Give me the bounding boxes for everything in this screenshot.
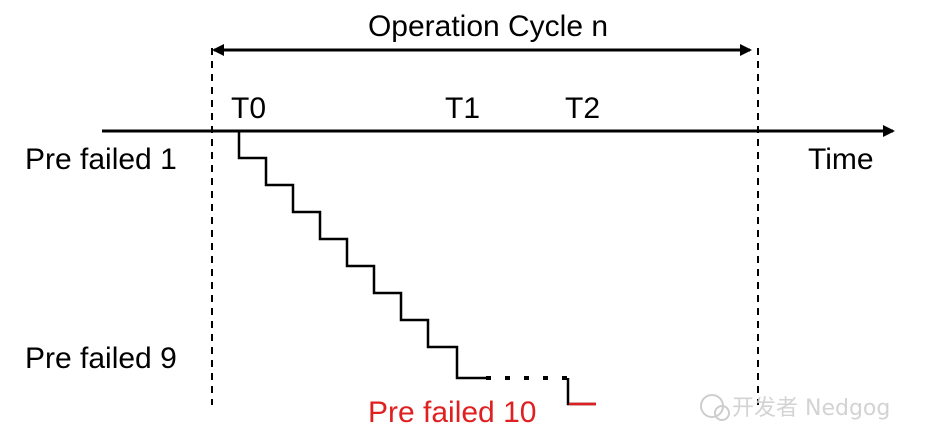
watermark: 开发者 Nedgog	[700, 394, 890, 421]
pre-failed-1-label: Pre failed 1	[25, 143, 177, 176]
time-label: Time	[808, 143, 874, 176]
marker-t2: T2	[565, 92, 600, 125]
cycle-label: Operation Cycle n	[368, 10, 608, 43]
wechat-bubble-small-icon	[714, 405, 730, 421]
pre-failed-10-label: Pre failed 10	[368, 396, 536, 429]
marker-t0: T0	[231, 92, 266, 125]
marker-t1: T1	[445, 92, 480, 125]
watermark-text: 开发者 Nedgog	[732, 396, 890, 421]
counter-staircase	[237, 131, 486, 380]
pre-failed-9-label: Pre failed 9	[25, 342, 177, 375]
final-step	[566, 378, 596, 406]
